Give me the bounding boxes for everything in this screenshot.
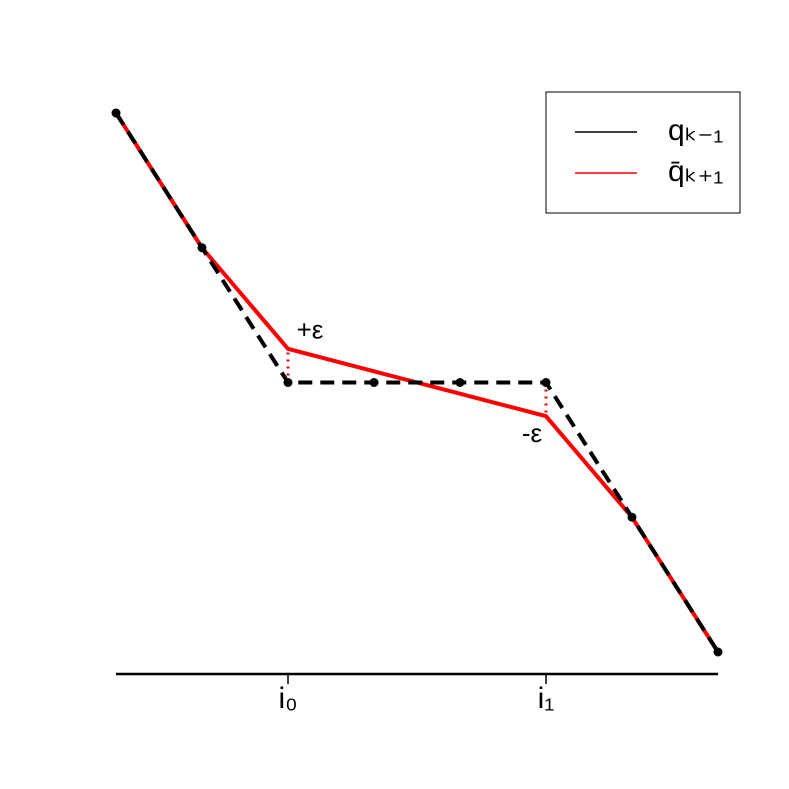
- point: [369, 378, 379, 387]
- point: [455, 378, 465, 387]
- legend-label: qₖ₋₁: [668, 114, 723, 147]
- legend-box: [545, 91, 741, 214]
- point: [627, 512, 637, 522]
- point: [283, 378, 293, 387]
- x-tick-label: i₀: [278, 682, 297, 715]
- point: [713, 647, 723, 657]
- legend-label: q̄ₖ₊₁: [668, 155, 723, 188]
- point: [541, 378, 551, 387]
- series-line: [114, 111, 720, 654]
- annotation: -ε: [522, 418, 543, 448]
- point: [197, 243, 207, 253]
- x-tick-label: i₁: [538, 682, 555, 715]
- point: [111, 108, 121, 118]
- annotation: +ε: [297, 315, 324, 345]
